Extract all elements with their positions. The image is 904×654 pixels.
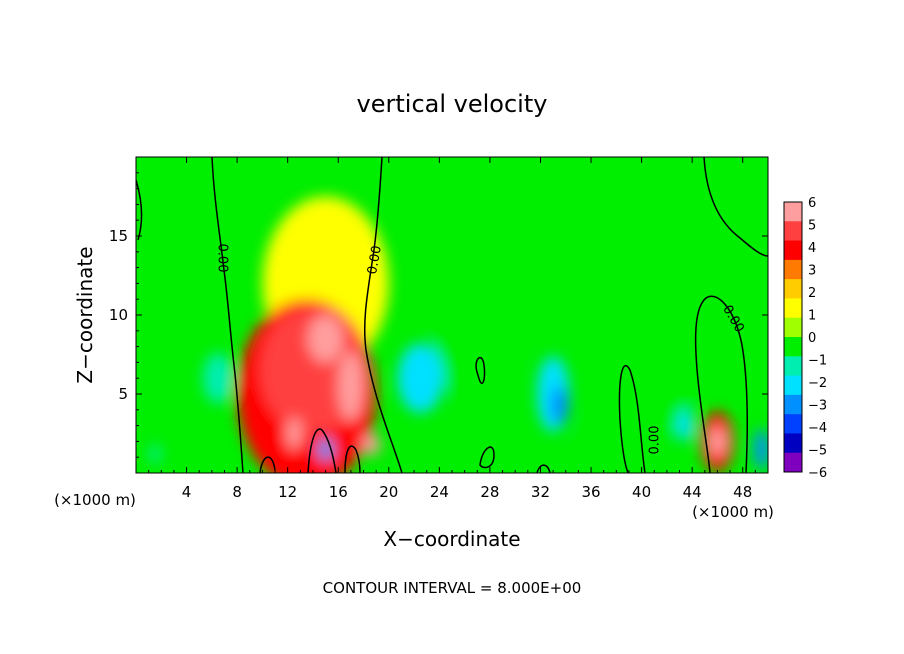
colorbar-label: 4: [808, 241, 816, 256]
x-tick-label: 4: [182, 483, 192, 501]
x-unit-left: (×1000 m): [54, 491, 136, 509]
x-tick-label: 48: [733, 483, 752, 501]
zero-contour-left: [211, 157, 244, 473]
field-blob: [708, 427, 727, 456]
colorbar-label: −4: [808, 421, 827, 436]
y-tick-label: 5: [118, 385, 128, 403]
colorbar-frame: [783, 201, 803, 473]
colorbar-band: [784, 221, 802, 242]
colorbar-label: 2: [808, 286, 816, 301]
colorbar-band: [784, 337, 802, 357]
x-tick-label: 8: [232, 483, 242, 501]
x-tick-label: 44: [683, 483, 702, 501]
zero-contour-loop-g: [536, 464, 551, 473]
field-blob: [149, 444, 161, 464]
colorbar-band: [784, 279, 802, 299]
contour-label: 0.00: [648, 426, 663, 455]
x-axis-ticks: 4 8 12 16 20 24 28 32 36 40 44 48: [148, 157, 756, 501]
chart-title: vertical velocity: [357, 90, 548, 118]
y-axis-label: Z−coordinate: [73, 246, 97, 383]
colorbar-band: [784, 375, 802, 396]
x-tick-label: 12: [278, 483, 297, 501]
colorbar-label: 6: [808, 196, 816, 211]
zero-contour-lower-right: [694, 295, 748, 473]
field-blob: [202, 352, 234, 404]
field-blob: [678, 409, 694, 442]
x-tick-label: 16: [329, 483, 348, 501]
colorbar-band: [784, 356, 802, 377]
zero-contour-loop-d: [259, 456, 276, 473]
colorbar-band: [784, 240, 802, 261]
colorbar-label: 1: [808, 309, 816, 324]
zero-contour-loop-c: [479, 446, 495, 469]
zero-contours: [136, 157, 768, 473]
colorbar-label: −1: [808, 354, 827, 369]
contour-label: 0.00: [215, 244, 230, 273]
field-blob: [578, 409, 629, 473]
colorbar-label: 5: [808, 219, 816, 234]
field-blob: [433, 251, 522, 410]
colorbar-label: −5: [808, 444, 827, 459]
x-tick-label: 28: [480, 483, 499, 501]
y-axis-ticks: 5 10 15: [109, 172, 768, 458]
x-tick-label: 20: [379, 483, 398, 501]
field-blob: [338, 351, 364, 421]
colorbar-label: 3: [808, 264, 816, 279]
field-blob: [286, 417, 302, 450]
colorbar-label: 0: [808, 331, 816, 346]
velocity-field: [149, 196, 768, 473]
zero-contour-middle: [363, 157, 403, 473]
plot-area: 0.00 0.00 0.00 0.00 4 8 12 16 20 24 28 32 36 40 44…: [109, 156, 769, 501]
zero-contour-right: [703, 157, 768, 257]
field-blob: [362, 433, 380, 456]
colorbar-label: −6: [808, 466, 827, 481]
zero-contour-loop-b: [475, 356, 486, 385]
zero-contour-loop-f: [344, 445, 361, 473]
field-blob: [550, 386, 569, 425]
field-blob: [622, 283, 699, 442]
contour-label: 0.00: [365, 244, 385, 275]
zero-contour-loop-a: [618, 364, 646, 473]
colorbar: 6 5 4 3 2 1 0 −1 −2 −3 −4 −5 −6: [783, 196, 827, 481]
x-axis-label: X−coordinate: [383, 527, 520, 551]
colorbar-band: [784, 259, 802, 280]
field-blob: [754, 428, 768, 470]
colorbar-band: [784, 414, 802, 434]
colorbar-band: [784, 298, 802, 319]
colorbar-label: −2: [808, 376, 827, 391]
field-blob: [307, 315, 344, 363]
colorbar-label: −3: [808, 399, 827, 414]
colorbar-band: [784, 433, 802, 454]
y-tick-label: 15: [109, 227, 128, 245]
x-tick-label: 24: [430, 483, 449, 501]
x-unit-right: (×1000 m): [692, 503, 774, 521]
field-blob: [397, 343, 444, 413]
contour-interval-footer: CONTOUR INTERVAL = 8.000E+00: [323, 579, 582, 597]
colorbar-band: [784, 394, 802, 415]
colorbar-band: [784, 202, 802, 222]
zero-contour-loop-e: [307, 428, 337, 473]
zero-contour-left-edge: [136, 179, 143, 241]
colorbar-band: [784, 452, 802, 473]
x-tick-label: 32: [531, 483, 550, 501]
colorbar-band: [784, 317, 802, 338]
x-tick-label: 40: [632, 483, 651, 501]
y-tick-label: 10: [109, 306, 128, 324]
x-tick-label: 36: [581, 483, 600, 501]
